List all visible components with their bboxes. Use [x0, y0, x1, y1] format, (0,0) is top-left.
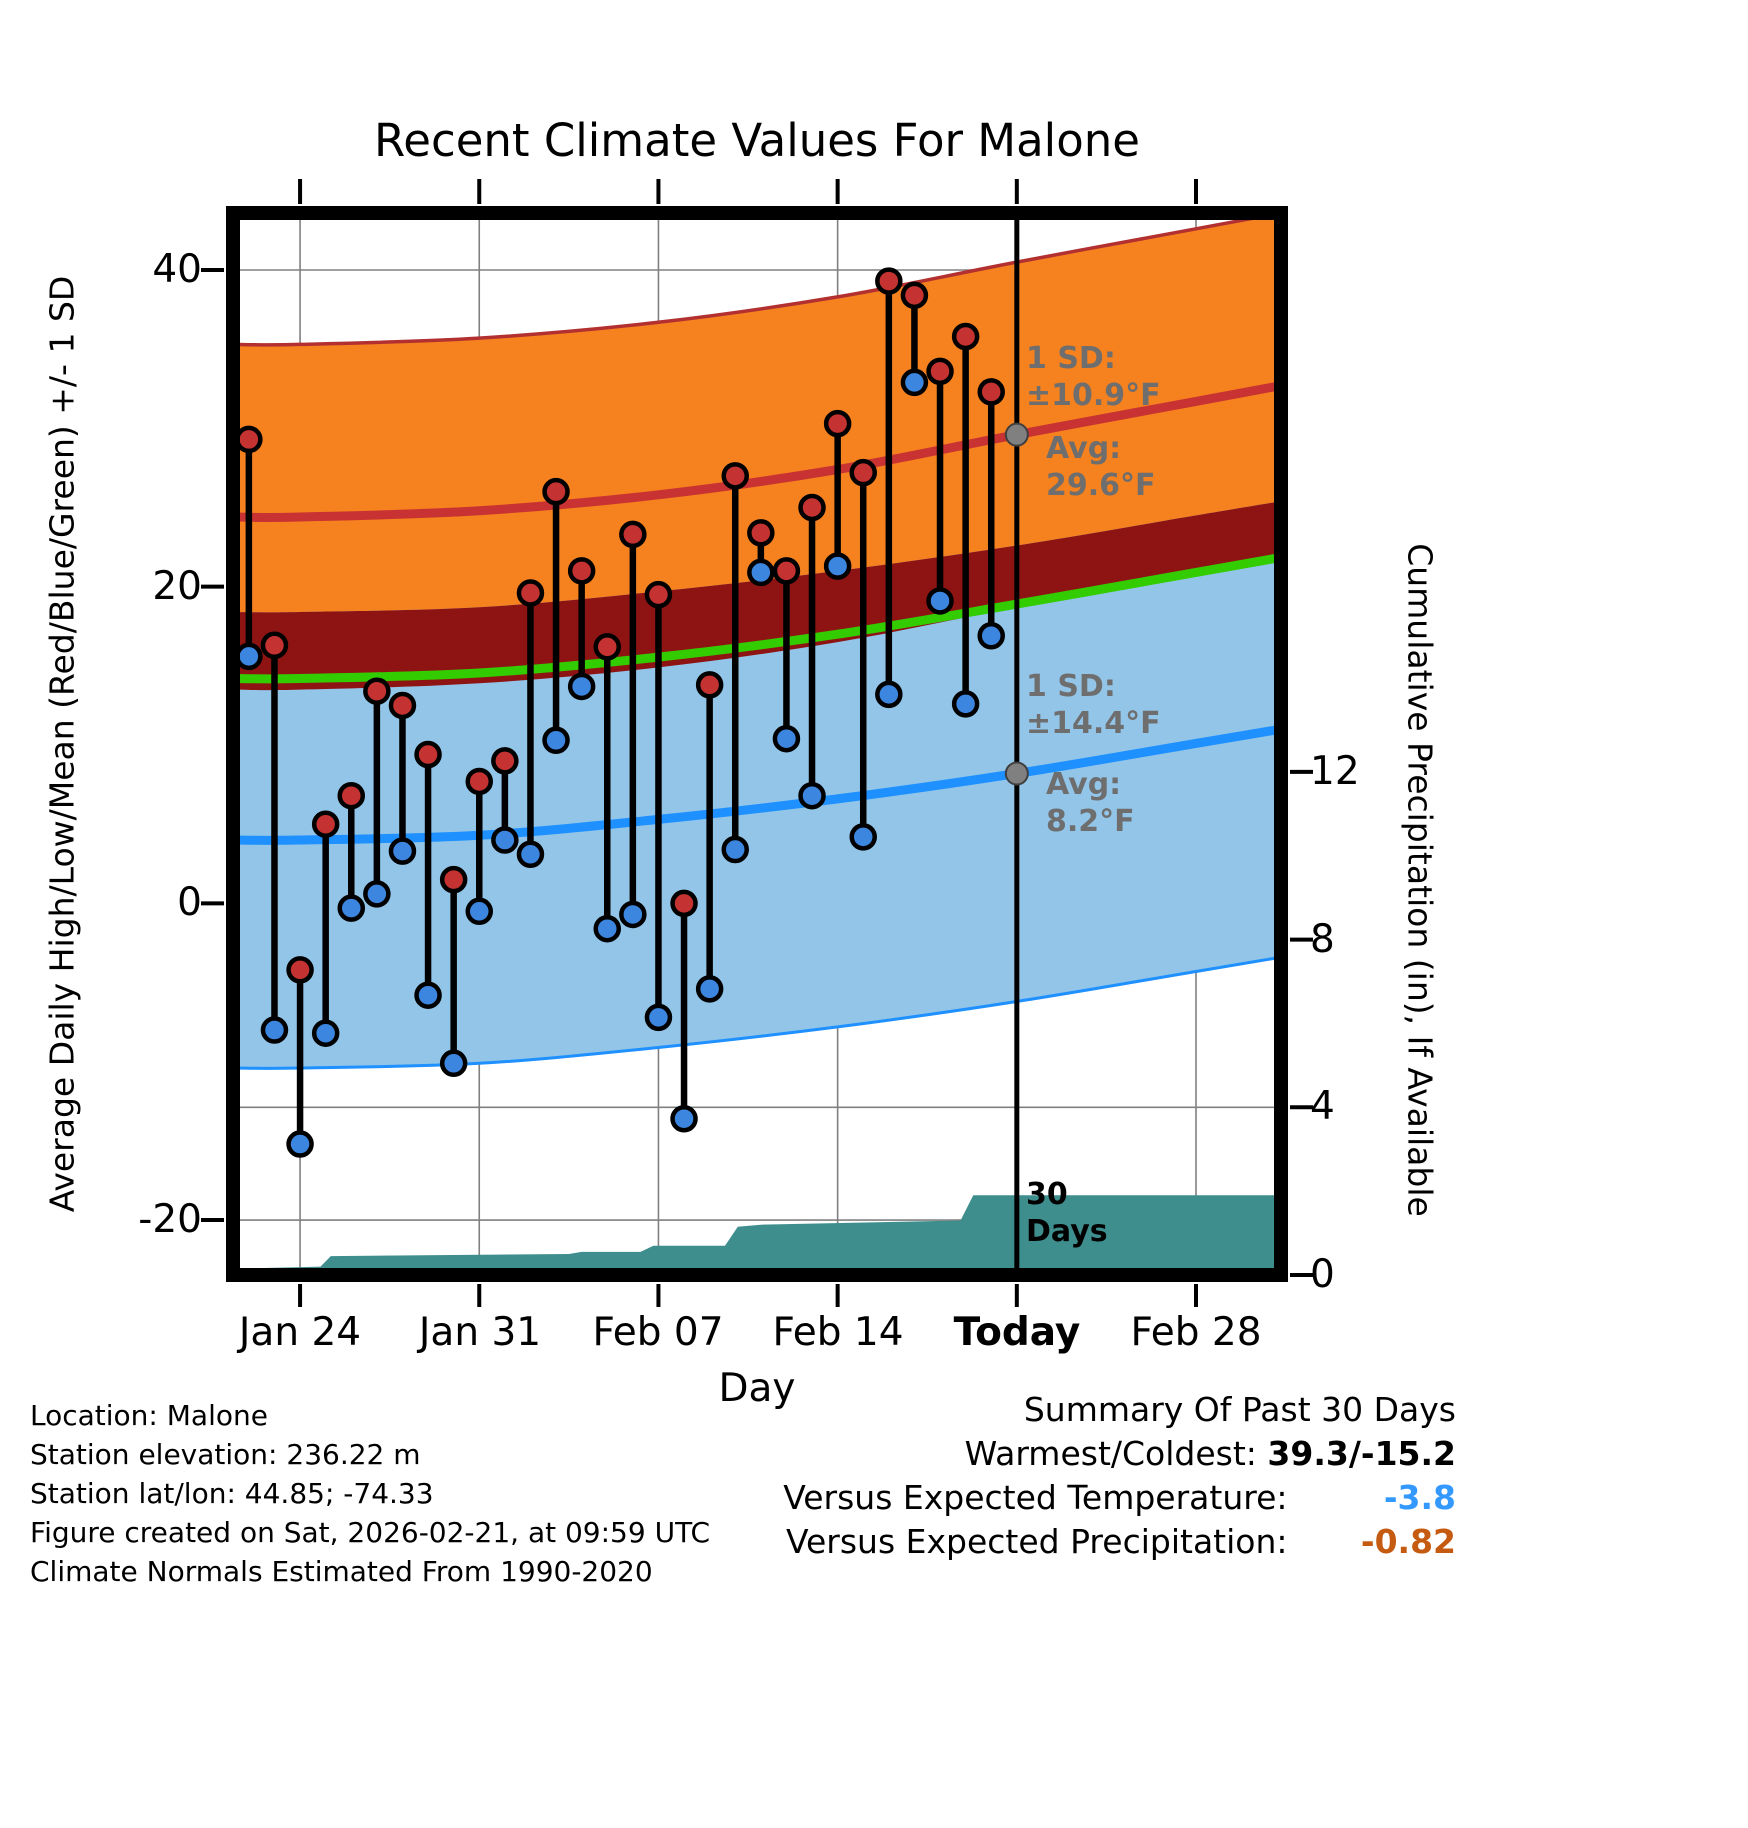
high-avg-value: 29.6°F: [1046, 468, 1156, 503]
summary-block: Summary Of Past 30 Days Warmest/Coldest:…: [783, 1388, 1456, 1564]
station-location: Location: Malone: [30, 1399, 268, 1432]
summary-label: Warmest/Coldest:: [964, 1434, 1257, 1473]
mean-normal-line: [233, 552, 1281, 684]
summary-label: Versus Expected Precipitation:: [785, 1522, 1288, 1561]
right-axis-tick: 12: [1310, 749, 1360, 794]
x-axis-title: Day: [718, 1366, 796, 1411]
x-axis-tick-today: Today: [953, 1310, 1081, 1355]
high-band-top-edge: [233, 213, 1281, 347]
low-sd-label: 1 SD:: [1026, 669, 1116, 704]
plot-border: [226, 206, 1288, 1282]
left-axis-label: Average Daily High/Low/Mean (Red/Blue/Gr…: [42, 275, 82, 1213]
left-axis-tick: 0: [177, 880, 202, 925]
summary-label: Versus Expected Temperature:: [783, 1478, 1288, 1517]
summary-value: -0.82: [1360, 1522, 1456, 1561]
high-sd-label: 1 SD:: [1026, 341, 1116, 376]
summary-value: 39.3/-15.2: [1267, 1434, 1456, 1473]
summary-title: Summary Of Past 30 Days: [1023, 1390, 1456, 1429]
high-sd-value: ±10.9°F: [1026, 378, 1161, 413]
page-title: Recent Climate Values For Malone: [374, 114, 1140, 167]
low-normal-line: [233, 724, 1281, 845]
precip-window-annotation: 30 Days: [1026, 1176, 1108, 1250]
daily-highs-lows: [235, 267, 1005, 1158]
high-sd-annotation: 1 SD: ±10.9°F: [1026, 340, 1161, 414]
summary-row: Warmest/Coldest: 39.3/-15.2: [783, 1432, 1456, 1476]
right-axis-tick: 0: [1310, 1252, 1335, 1297]
low-band-bottom-edge: [233, 955, 1281, 1070]
high-normal-line: [233, 381, 1281, 522]
left-axis-tick: 40: [152, 247, 202, 292]
high-avg-label: Avg:: [1046, 431, 1122, 466]
x-axis-tick: Jan 31: [418, 1310, 542, 1355]
low-sd-value: ±14.4°F: [1026, 706, 1161, 741]
low-sd-annotation: 1 SD: ±14.4°F: [1026, 668, 1161, 742]
station-latlon: Station lat/lon: 44.85; -74.33: [30, 1477, 434, 1510]
precip-area: [233, 1195, 1281, 1275]
precip-window-line1: 30: [1026, 1177, 1068, 1212]
high-avg-annotation: Avg: 29.6°F: [1046, 430, 1156, 504]
left-axis-tick: 20: [152, 564, 202, 609]
left-axis-tick: -20: [138, 1197, 202, 1242]
x-axis-tick: Feb 14: [772, 1310, 904, 1355]
station-elevation: Station elevation: 236.22 m: [30, 1438, 421, 1471]
low-avg-value: 8.2°F: [1046, 804, 1135, 839]
low-avg-annotation: Avg: 8.2°F: [1046, 766, 1135, 840]
low-avg-label: Avg:: [1046, 767, 1122, 802]
precip-window-line2: Days: [1026, 1214, 1108, 1249]
x-axis-tick: Feb 28: [1130, 1310, 1262, 1355]
normals-source: Climate Normals Estimated From 1990-2020: [30, 1555, 653, 1588]
x-axis-tick: Jan 24: [238, 1310, 362, 1355]
right-axis-tick: 4: [1310, 1084, 1335, 1129]
right-axis-label: Cumulative Precipitation (in), If Availa…: [1400, 543, 1440, 1217]
right-axis-tick: 8: [1310, 917, 1335, 962]
summary-row: Versus Expected Temperature: -3.8: [783, 1476, 1456, 1520]
station-metadata: Location: Malone Station elevation: 236.…: [30, 1396, 710, 1591]
x-axis-tick: Feb 07: [592, 1310, 724, 1355]
summary-value: -3.8: [1383, 1478, 1456, 1517]
today-low-avg-marker: [1004, 761, 1029, 786]
axis-ticks: [201, 179, 1313, 1307]
today-high-avg-marker: [1004, 422, 1029, 447]
figure-created: Figure created on Sat, 2026-02-21, at 09…: [30, 1516, 711, 1549]
summary-row: Versus Expected Precipitation: -0.82: [783, 1520, 1456, 1564]
